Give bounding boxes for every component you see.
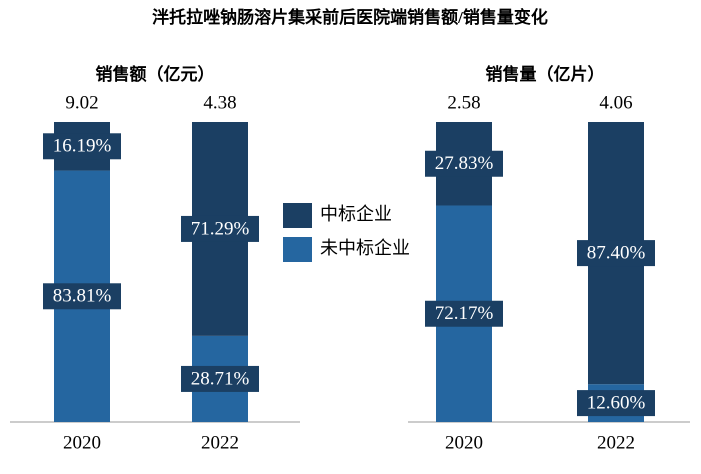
x-tick-label: 2020 [63,432,101,453]
value-label: 72.17% [435,303,494,324]
value-label: 28.71% [191,368,250,389]
value-label: 27.83% [435,153,494,174]
legend-label: 中标企业 [320,204,392,224]
chart-subtitle: 销售额（亿元） [96,64,215,84]
value-label-bg [181,215,259,242]
value-label-bg [577,240,655,267]
total-label: 2.58 [447,92,480,113]
total-label: 4.38 [203,92,236,113]
page-title: 泮托拉唑钠肠溶片集采前后医院端销售额/销售量变化 [152,7,548,27]
x-tick-label: 2022 [201,432,239,453]
value-label: 71.29% [191,218,250,239]
legend-swatch [283,203,312,228]
value-label: 87.40% [587,242,646,263]
chart-subtitle: 销售量（亿片） [486,64,605,84]
value-label-bg [43,283,121,310]
value-label: 12.60% [587,392,646,413]
value-label-bg [425,150,503,177]
value-label: 83.81% [53,286,112,307]
value-label-bg [425,300,503,327]
value-label-bg [577,390,655,417]
total-label: 9.02 [65,92,98,113]
legend-swatch [283,237,312,262]
x-tick-label: 2022 [597,432,635,453]
value-label-bg [181,365,259,392]
value-label-bg [43,133,121,160]
legend-label: 未中标企业 [320,238,410,258]
total-label: 4.06 [599,92,632,113]
x-tick-label: 2020 [445,432,483,453]
value-label: 16.19% [53,136,112,157]
